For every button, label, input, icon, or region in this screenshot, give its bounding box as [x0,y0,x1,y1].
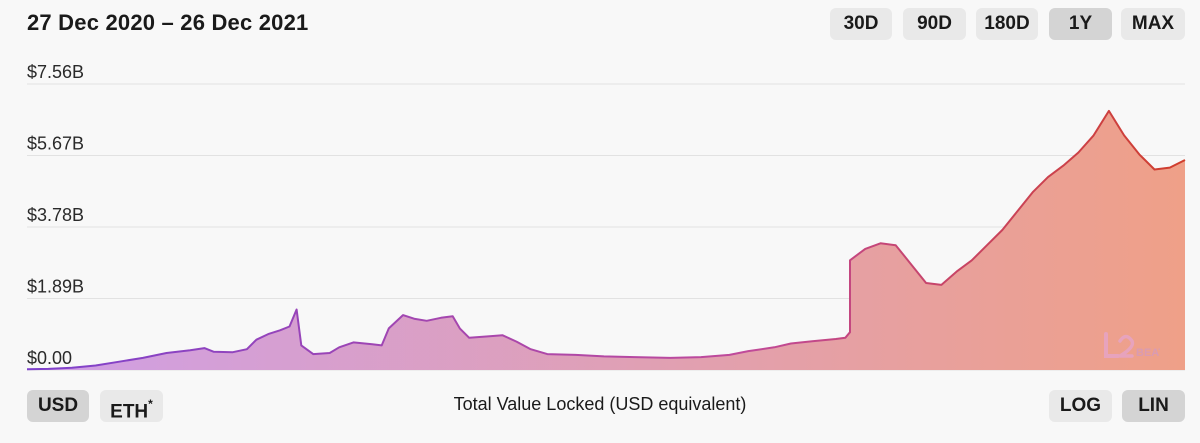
date-range-title: 27 Dec 2020 – 26 Dec 2021 [27,10,309,35]
y-tick-label: $3.78B [27,205,84,225]
currency-eth-label: ETH [110,401,149,423]
y-tick-label: $0.00 [27,348,72,368]
range-button-1y[interactable]: 1Y [1049,8,1112,40]
range-button-30d[interactable]: 30D [830,8,892,40]
svg-text:BEAT: BEAT [1136,347,1160,359]
y-tick-label: $1.89B [27,277,84,297]
tvl-series-line [26,109,1186,371]
scale-button-lin[interactable]: LIN [1122,390,1185,422]
currency-button-usd[interactable]: USD [27,390,89,422]
scale-button-log[interactable]: LOG [1049,390,1112,422]
currency-button-eth[interactable]: ETH* [100,390,163,422]
currency-eth-asterisk: * [148,397,153,411]
range-button-180d[interactable]: 180D [976,8,1038,40]
chart-caption: Total Value Locked (USD equivalent) [453,394,747,414]
l2beat-logo-icon: BEAT [1100,332,1165,360]
range-button-90d[interactable]: 90D [903,8,966,40]
y-tick-label: $7.56B [27,62,84,82]
tvl-area-fill [27,110,1185,371]
range-button-max[interactable]: MAX [1121,8,1185,40]
y-axis-ticks: $0.00 $1.89B $3.78B $5.67B $7.56B [27,62,84,368]
y-tick-label: $5.67B [27,134,84,154]
